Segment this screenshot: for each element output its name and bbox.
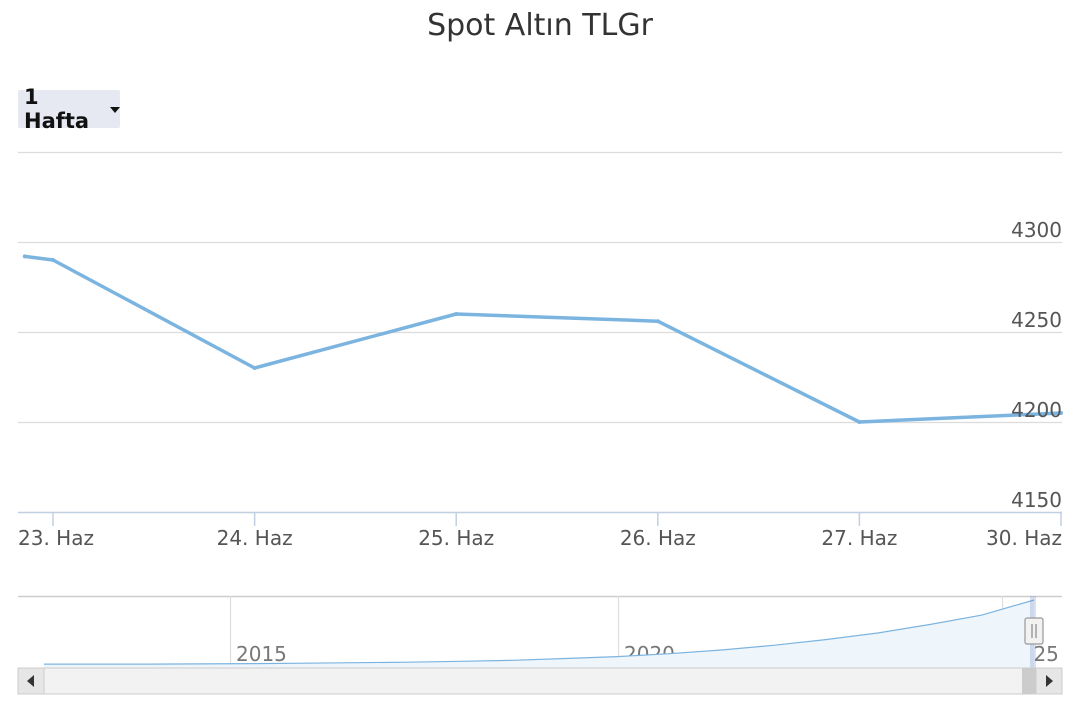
range-selector-label: 1 Hafta — [24, 85, 90, 133]
range-selector-button[interactable]: 1 Hafta — [18, 85, 120, 133]
x-tick-label: 27. Haz — [821, 526, 897, 550]
data-point[interactable] — [252, 366, 257, 370]
caret-down-icon — [110, 107, 120, 113]
handle-grip-icon — [1031, 624, 1037, 638]
x-tick-label: 24. Haz — [217, 526, 293, 550]
y-tick-label: 4150 — [1011, 488, 1062, 512]
x-tick-label: 26. Haz — [620, 526, 696, 550]
data-point[interactable] — [51, 258, 55, 262]
x-tick-label: 23. Haz — [18, 526, 94, 550]
y-axis-labels: 4150 4200 4250 4300 — [1011, 218, 1062, 512]
data-point[interactable] — [857, 420, 862, 424]
data-point[interactable] — [655, 319, 660, 324]
navigator-area — [44, 600, 1034, 668]
chart-title: Spot Altın TLGr — [427, 8, 653, 43]
navigator-series — [44, 599, 1035, 665]
y-tick-label: 4300 — [1011, 218, 1062, 242]
right-arrow-icon — [1046, 675, 1053, 687]
series-layer — [22, 254, 1063, 424]
data-point[interactable] — [454, 312, 459, 316]
y-tick-label: 4200 — [1011, 398, 1062, 422]
data-point[interactable] — [22, 254, 27, 259]
data-point[interactable] — [1059, 411, 1063, 415]
left-arrow-icon — [27, 675, 34, 687]
navigator-handle[interactable] — [1024, 617, 1044, 645]
grid-lines — [18, 151, 1062, 424]
x-tick-label: 25. Haz — [418, 526, 494, 550]
x-axis: 23. Haz 24. Haz 25. Haz 26. Haz 27. Haz 30. H… — [18, 511, 1062, 550]
navigator-year-label: 2015 — [236, 642, 287, 666]
y-tick-label: 4250 — [1011, 308, 1062, 332]
x-tick-label: 30. Haz — [986, 526, 1062, 550]
series-line[interactable] — [24, 254, 1062, 424]
navigator[interactable]: 201520202025 — [18, 595, 1062, 668]
scrollbar-thumb[interactable] — [1022, 668, 1036, 694]
scrollbar-track[interactable] — [17, 667, 1063, 695]
navigator-scrollbar[interactable] — [17, 667, 1063, 695]
